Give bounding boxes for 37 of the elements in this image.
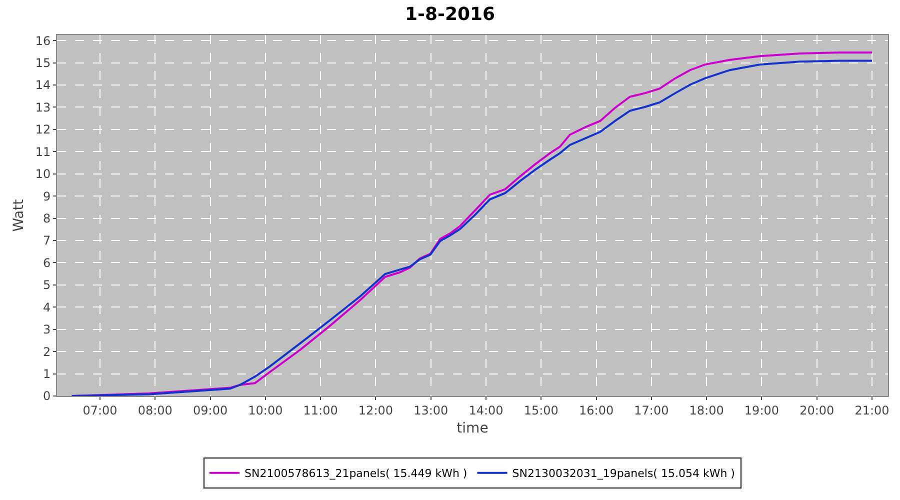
y-tick-label: 6 [42,256,51,270]
y-tick-label: 10 [35,167,51,182]
y-tick-label: 15 [35,56,51,70]
y-axis-title: Watt [10,198,27,232]
y-tick-label: 1 [42,366,51,381]
x-tick-label: 20:00 [800,403,834,418]
y-tick-label: 16 [35,34,51,48]
y-tick-label: 7 [42,234,51,248]
y-tick-label: 2 [42,344,51,359]
x-tick-label: 17:00 [634,403,669,418]
x-tick-label: 11:00 [303,403,338,418]
legend-label: SN2130032031_19panels( 15.054 kWh ) [512,467,735,480]
x-tick-label: 09:00 [193,403,228,418]
chart-title: 1-8-2016 [404,4,496,26]
x-tick-label: 10:00 [248,403,283,418]
y-tick-label: 5 [42,278,51,292]
y-tick-label: 0 [42,389,51,404]
x-tick-label: 18:00 [689,403,724,418]
x-axis-title: time [456,420,488,437]
y-tick-label: 12 [35,122,51,137]
y-tick-label: 4 [42,300,51,314]
y-tick-label: 13 [35,100,51,114]
x-tick-label: 14:00 [468,403,504,418]
x-tick-label: 15:00 [524,403,558,418]
legend-label: SN2100578613_21panels( 15.449 kWh ) [244,467,468,480]
y-tick-label: 11 [35,144,51,159]
x-tick-label: 19:00 [744,403,780,418]
x-tick-label: 07:00 [82,403,118,418]
y-tick-label: 3 [42,322,51,337]
y-tick-label: 9 [42,189,51,204]
x-tick-label: 08:00 [138,403,172,418]
x-tick-label: 21:00 [854,403,890,418]
x-tick-label: 13:00 [414,403,448,418]
y-tick-label: 14 [35,78,51,92]
x-tick-label: 12:00 [358,403,394,418]
y-tick-label: 8 [42,211,51,226]
x-tick-label: 16:00 [579,403,614,418]
